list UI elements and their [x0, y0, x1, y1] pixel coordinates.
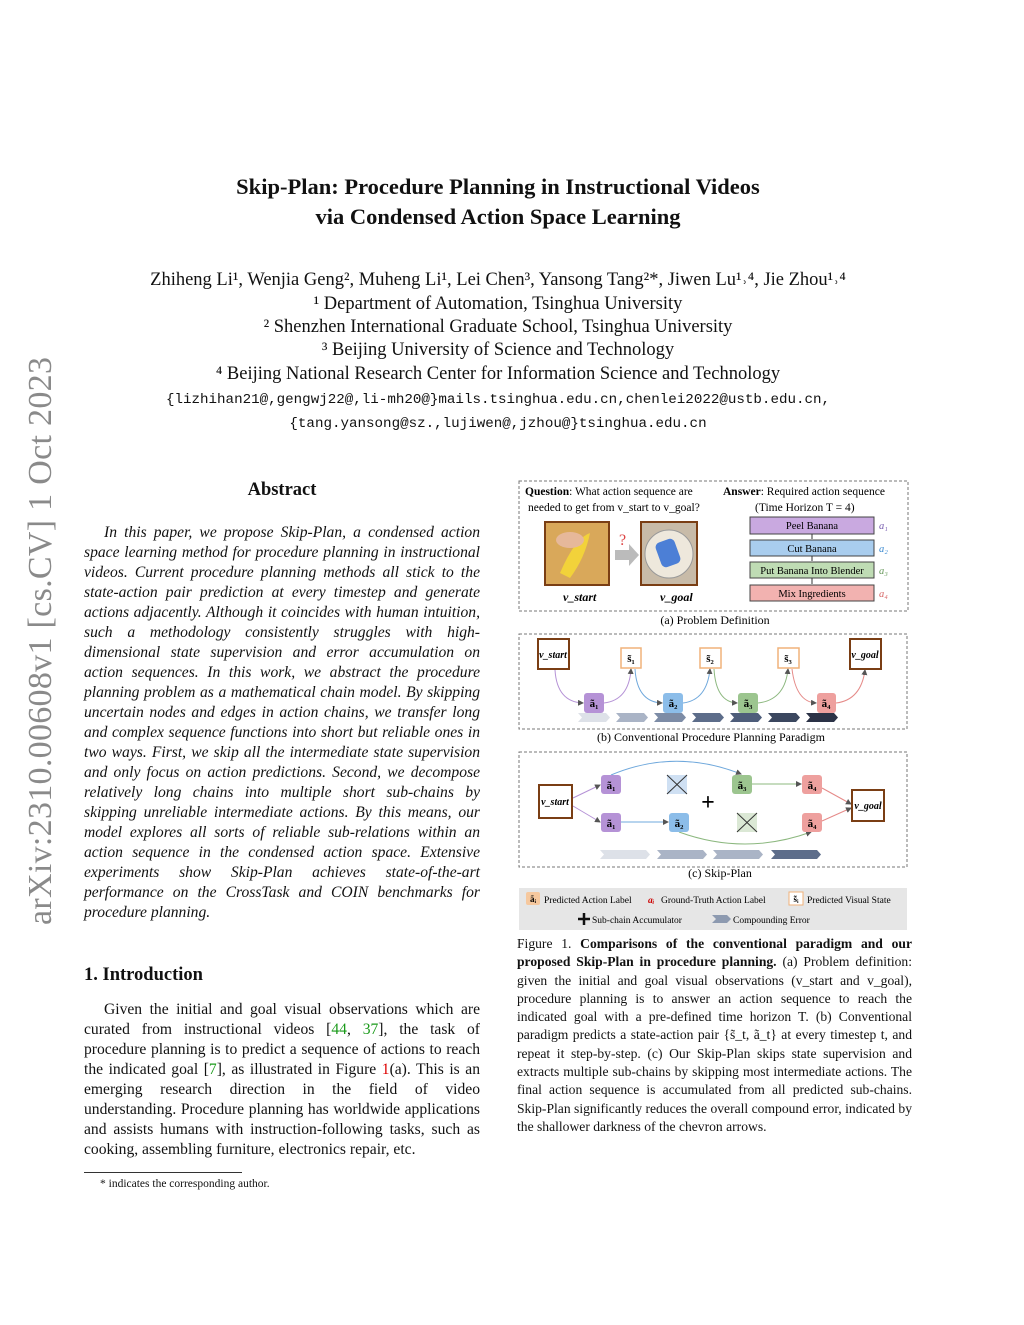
- svg-text:Cut Banana: Cut Banana: [787, 544, 837, 555]
- svg-text:ã₃: ã₃: [744, 698, 754, 710]
- introduction-paragraph: Given the initial and goal visual observ…: [84, 1001, 481, 1158]
- svg-text:Compounding Error: Compounding Error: [733, 916, 811, 926]
- svg-text:ã₂: ã₂: [675, 818, 685, 830]
- compounding-error-chevrons-b: [578, 713, 838, 722]
- panel-b-border: [518, 633, 908, 730]
- panel-b-diagram: v_start v_goal s̃₁ s̃₂ s̃₃ ã₁ ã₂ ã₃ ã₄: [537, 638, 882, 713]
- panel-a-border: [518, 480, 909, 612]
- citation-link[interactable]: 44: [331, 1021, 347, 1038]
- compounding-error-chevrons-c: [600, 850, 821, 859]
- goal-image: [640, 521, 698, 586]
- figure-link[interactable]: 1: [381, 1061, 390, 1078]
- skipped-node-cross-icon: [666, 774, 688, 795]
- title-line-2: via Condensed Action Space Learning: [315, 204, 681, 229]
- svg-text:ã₁: ã₁: [607, 780, 616, 792]
- plus-icon: [578, 913, 590, 925]
- action-sequence: Peel Banana a₁ Cut Banana a₂ Put Banana …: [749, 516, 888, 602]
- panel-c-caption: (c) Skip-Plan: [688, 866, 752, 880]
- footnote: * indicates the corresponding author.: [100, 1178, 270, 1190]
- svg-text:Mix Ingredients: Mix Ingredients: [778, 589, 845, 600]
- introduction-heading: 1. Introduction: [84, 965, 203, 985]
- svg-text:Predicted Visual State: Predicted Visual State: [807, 896, 891, 906]
- svg-text:ã₄: ã₄: [808, 780, 818, 792]
- svg-text:ãᵢ: ãᵢ: [530, 894, 537, 904]
- figure-legend: ãᵢ Predicted Action Label aᵢ Ground-Trut…: [519, 888, 907, 930]
- question-mark-icon: ?: [619, 532, 626, 549]
- answer-line-1: Answer: Required action sequence: [723, 486, 885, 498]
- panel-c-border: [518, 751, 908, 868]
- svg-text:aᵢ: aᵢ: [648, 896, 655, 906]
- svg-text:a₁: a₁: [879, 521, 888, 532]
- svg-text:ã₂: ã₂: [669, 698, 679, 710]
- svg-text:ã₁: ã₁: [607, 818, 616, 830]
- skipped-node-cross-icon: [736, 812, 758, 833]
- panel-c-diagram: v_start v_goal ã₁ ã₁ ã₂ ã₃ ã₄ ã₄ +: [538, 760, 885, 845]
- svg-text:Sub-chain Accumulator: Sub-chain Accumulator: [592, 916, 683, 926]
- title-line-1: Skip-Plan: Procedure Planning in Instruc…: [236, 174, 760, 199]
- svg-text:Put Banana Into Blender: Put Banana Into Blender: [760, 566, 864, 577]
- svg-text:Peel Banana: Peel Banana: [786, 521, 839, 532]
- email-line-2: {tang.yansong@sz.,lujiwen@,jzhou@}tsingh…: [289, 416, 707, 432]
- svg-text:ã₁: ã₁: [590, 698, 599, 710]
- abstract-text: In this paper, we propose Skip-Plan, a c…: [84, 524, 480, 921]
- svg-text:s̃₁: s̃₁: [627, 653, 635, 665]
- question-line-1: Question: What action sequence are: [525, 486, 693, 498]
- citation-link[interactable]: 7: [208, 1061, 217, 1078]
- affiliation-4: ⁴ Beijing National Research Center for I…: [215, 364, 781, 384]
- svg-text:Predicted Action Label: Predicted Action Label: [544, 896, 632, 906]
- v-goal-label: v_goal: [660, 590, 693, 604]
- footnote-divider: [84, 1172, 242, 1173]
- svg-text:v_start: v_start: [539, 650, 568, 661]
- figure-caption: Figure 1. Comparisons of the conventiona…: [517, 936, 912, 1134]
- svg-text:s̃₂: s̃₂: [706, 653, 714, 665]
- abstract-heading: Abstract: [247, 480, 317, 500]
- svg-text:ã₄: ã₄: [808, 818, 818, 830]
- arxiv-identifier: arXiv:2310.00608v1 [cs.CV] 1 Oct 2023: [22, 356, 59, 925]
- author-list: Zhiheng Li¹, Wenjia Geng², Muheng Li¹, L…: [150, 270, 846, 290]
- arrow-icon: [615, 544, 639, 566]
- v-start-label: v_start: [563, 590, 597, 604]
- panel-a-caption: (a) Problem Definition: [660, 613, 769, 627]
- svg-text:a₂: a₂: [879, 544, 888, 555]
- svg-text:Ground-Truth Action Label: Ground-Truth Action Label: [661, 896, 766, 906]
- svg-text:v_start: v_start: [541, 797, 570, 808]
- affiliation-2: ² Shenzhen International Graduate School…: [263, 317, 733, 337]
- email-line-1: {lizhihan21@,gengwj22@,li-mh20@}mails.ts…: [165, 392, 831, 408]
- affiliation-1: ¹ Department of Automation, Tsinghua Uni…: [313, 294, 683, 314]
- svg-text:s̃ᵢ: s̃ᵢ: [793, 894, 799, 904]
- question-line-2: needed to get from v_start to v_goal?: [528, 502, 700, 514]
- affiliation-3: ³ Beijing University of Science and Tech…: [321, 340, 675, 360]
- citation-link[interactable]: 37: [362, 1021, 379, 1038]
- figure-1: Question: What action sequence are neede…: [518, 480, 909, 930]
- accumulator-plus-icon: +: [701, 790, 715, 816]
- svg-text:v_goal: v_goal: [854, 801, 881, 812]
- chevron-icon: [712, 915, 731, 923]
- panel-b-caption: (b) Conventional Procedure Planning Para…: [597, 730, 826, 744]
- svg-text:a₃: a₃: [879, 566, 888, 577]
- svg-text:v_goal: v_goal: [851, 650, 878, 661]
- answer-line-2: (Time Horizon T = 4): [755, 502, 855, 514]
- svg-text:a₄: a₄: [879, 589, 888, 600]
- svg-text:ã₃: ã₃: [738, 780, 748, 792]
- svg-text:ã₄: ã₄: [822, 698, 832, 710]
- svg-text:s̃₃: s̃₃: [784, 653, 792, 665]
- start-image: [544, 521, 610, 586]
